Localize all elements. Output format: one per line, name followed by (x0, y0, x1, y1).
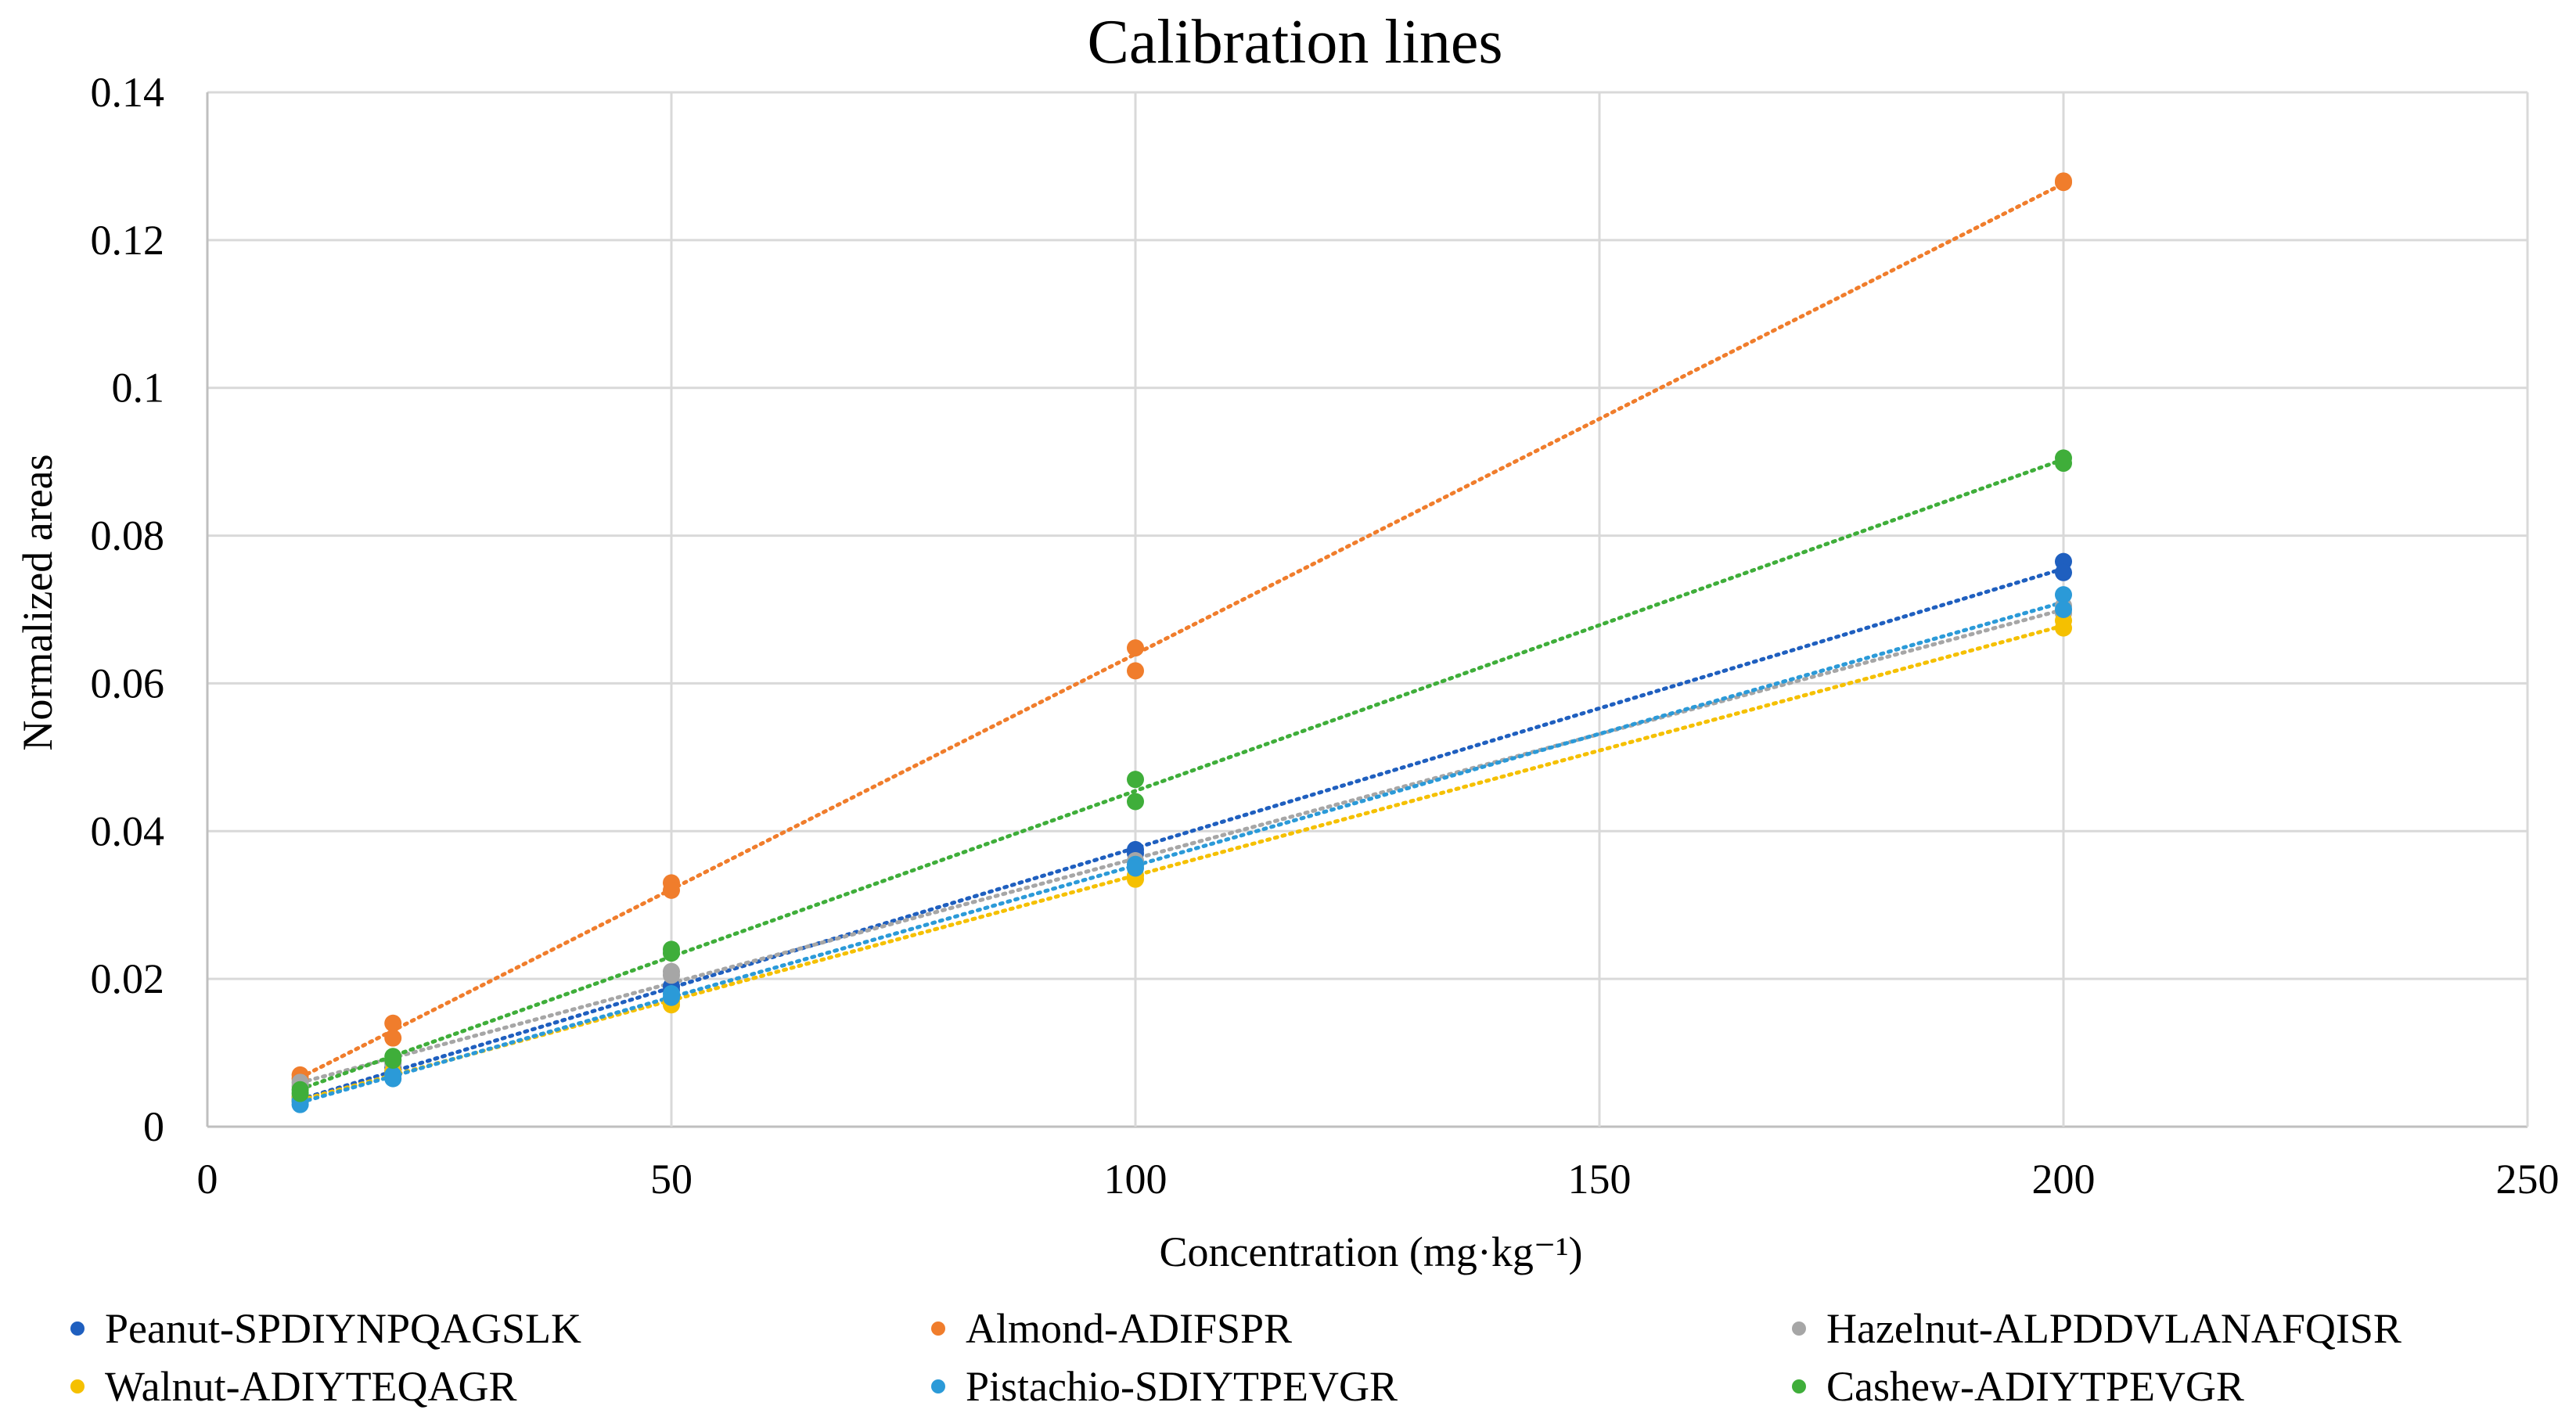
legend-marker (931, 1379, 945, 1393)
x-tick-label: 200 (2032, 1156, 2096, 1203)
gridlines (206, 91, 2529, 1128)
data-point (384, 1052, 402, 1070)
trendlines (298, 182, 2066, 1105)
x-tick-label: 50 (650, 1156, 693, 1203)
y-tick-label: 0.06 (91, 660, 165, 707)
legend-label: Cashew-ADIYTPEVGR (1826, 1363, 2244, 1410)
trendline (298, 182, 2066, 1080)
data-point (1127, 771, 1144, 789)
legend-label: Walnut-ADIYTEQAGR (105, 1363, 517, 1410)
legend-marker (70, 1379, 85, 1393)
legend-item: Pistachio-SDIYTPEVGR (931, 1361, 1792, 1412)
y-tick-label: 0.1 (112, 365, 165, 412)
legend-label: Almond-ADIFSPR (966, 1305, 1293, 1352)
legend-marker (931, 1322, 945, 1336)
data-point (2055, 174, 2072, 192)
x-tick-label: 100 (1104, 1156, 1167, 1203)
data-point (1127, 793, 1144, 811)
x-tick-label: 250 (2496, 1156, 2560, 1203)
x-axis-label: Concentration (mg·kg⁻¹) (1159, 1228, 1582, 1275)
x-tick-label: 150 (1568, 1156, 1632, 1203)
legend-marker (1792, 1379, 1806, 1393)
data-point (384, 1014, 402, 1032)
legend-marker (70, 1322, 85, 1336)
y-tick-label: 0.12 (91, 217, 165, 264)
legend: Peanut-SPDIYNPQAGSLK Almond-ADIFSPR Hazeln… (70, 1303, 2535, 1412)
data-points (291, 172, 2072, 1113)
y-axis-ticks: 0 0.02 0.04 0.06 0.08 0.1 0.12 0.14 (91, 69, 165, 1150)
legend-item: Cashew-ADIYTPEVGR (1792, 1361, 2535, 1412)
y-tick-label: 0 (143, 1103, 164, 1150)
legend-item: Peanut-SPDIYNPQAGSLK (70, 1303, 931, 1354)
data-point (2055, 455, 2072, 473)
trendline (298, 600, 2066, 1105)
data-point (2055, 563, 2072, 581)
legend-item: Walnut-ADIYTEQAGR (70, 1361, 931, 1412)
data-point (1127, 859, 1144, 877)
chart-title: Calibration lines (1087, 8, 1502, 77)
y-tick-label: 0.08 (91, 512, 165, 559)
data-point (663, 985, 680, 1003)
data-point (1127, 662, 1144, 680)
legend-label: Hazelnut-ALPDDVLANAFQISR (1826, 1305, 2402, 1352)
data-point (663, 944, 680, 962)
legend-item: Hazelnut-ALPDDVLANAFQISR (1792, 1303, 2535, 1354)
x-tick-label: 0 (197, 1156, 218, 1203)
trendline (298, 457, 2066, 1091)
data-point (663, 881, 680, 899)
trendline (298, 566, 2066, 1102)
legend-item: Almond-ADIFSPR (931, 1303, 1792, 1354)
legend-label: Peanut-SPDIYNPQAGSLK (105, 1305, 582, 1352)
data-point (2055, 586, 2072, 604)
y-tick-label: 0.02 (91, 955, 165, 1002)
data-point (2055, 601, 2072, 618)
data-point (1127, 639, 1144, 657)
y-tick-label: 0.04 (91, 807, 165, 854)
legend-label: Pistachio-SDIYTPEVGR (966, 1363, 1398, 1410)
data-point (291, 1081, 309, 1099)
data-point (663, 966, 680, 984)
y-axis-label: Normalized areas (14, 454, 61, 750)
legend-marker (1792, 1322, 1806, 1336)
data-point (384, 1066, 402, 1084)
data-point (384, 1029, 402, 1047)
chart-canvas: Calibration lines 0 0.02 0.04 0.06 0.08 0.1 0.… (14, 8, 2560, 1275)
x-axis-ticks: 0 50 100 150 200 250 (197, 1156, 2560, 1203)
y-tick-label: 0.14 (91, 69, 165, 116)
trendline (298, 607, 2066, 1085)
